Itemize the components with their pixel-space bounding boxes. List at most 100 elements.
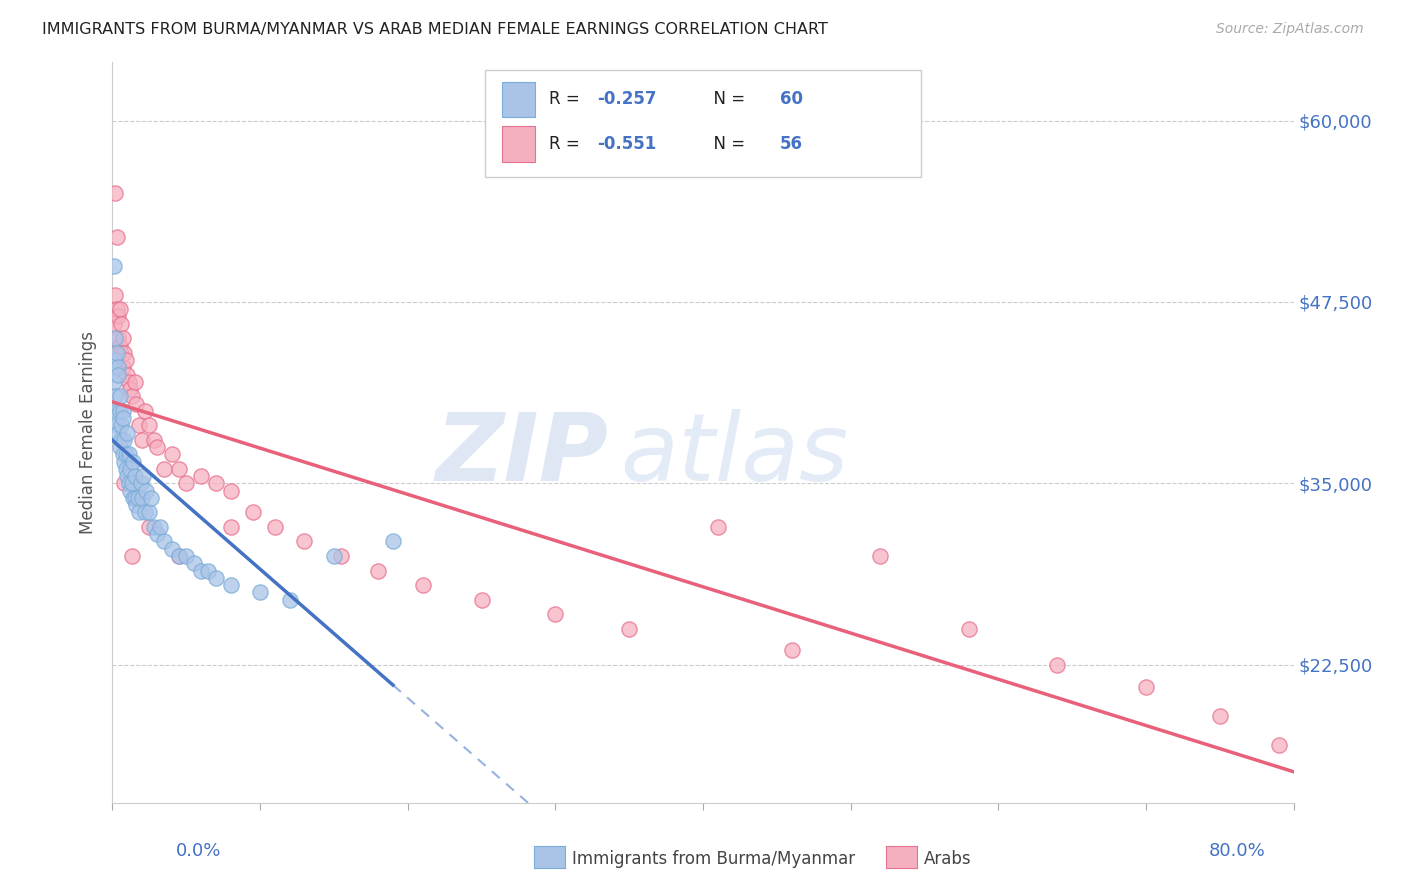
Point <box>174 476 197 491</box>
Point <box>242 506 264 520</box>
FancyBboxPatch shape <box>502 82 536 117</box>
Point <box>110 418 132 433</box>
Point <box>112 455 135 469</box>
Point <box>160 447 183 461</box>
Point <box>117 425 138 440</box>
Point <box>112 476 135 491</box>
Text: -0.257: -0.257 <box>596 90 657 109</box>
Point <box>167 549 190 563</box>
Point <box>219 483 242 498</box>
Point <box>105 229 128 244</box>
Point <box>411 578 433 592</box>
Point <box>120 462 142 476</box>
Point <box>107 368 129 382</box>
Point <box>108 389 131 403</box>
Point <box>124 491 146 505</box>
Point <box>1135 680 1157 694</box>
Point <box>146 440 169 454</box>
Point <box>105 302 128 317</box>
Point <box>330 549 353 563</box>
Point <box>117 368 138 382</box>
Point <box>382 534 405 549</box>
Y-axis label: Median Female Earnings: Median Female Earnings <box>79 331 97 534</box>
Point <box>153 462 176 476</box>
Text: 56: 56 <box>780 135 803 153</box>
Point <box>110 317 132 331</box>
Point <box>122 455 145 469</box>
Point <box>118 447 141 461</box>
Point <box>957 622 980 636</box>
Point <box>114 462 136 476</box>
Point <box>619 622 641 636</box>
Point <box>121 549 143 563</box>
Point <box>112 433 135 447</box>
Point <box>127 491 149 505</box>
Text: R =: R = <box>550 90 585 109</box>
Point <box>131 491 153 505</box>
Point <box>132 469 155 483</box>
Point <box>121 389 143 403</box>
Point <box>183 556 205 570</box>
Point <box>108 338 131 352</box>
Point <box>149 520 172 534</box>
Point <box>110 433 132 447</box>
Text: N =: N = <box>703 90 751 109</box>
Point <box>124 375 146 389</box>
Point <box>111 331 134 345</box>
Text: N =: N = <box>703 135 751 153</box>
Point <box>108 440 131 454</box>
Point <box>174 549 197 563</box>
Text: Immigrants from Burma/Myanmar: Immigrants from Burma/Myanmar <box>572 850 855 868</box>
Point <box>105 404 128 418</box>
Point <box>470 592 494 607</box>
Point <box>264 520 287 534</box>
Point <box>120 382 142 396</box>
Point <box>104 389 127 403</box>
Point <box>1046 657 1069 672</box>
Point <box>544 607 567 621</box>
Point <box>278 592 301 607</box>
Point <box>128 418 150 433</box>
Point <box>160 541 183 556</box>
Point <box>153 534 176 549</box>
Text: 0.0%: 0.0% <box>176 842 221 860</box>
Point <box>128 506 150 520</box>
Point <box>135 483 157 498</box>
Point <box>142 520 165 534</box>
Point <box>110 345 132 359</box>
Point <box>111 447 134 461</box>
Point <box>219 578 242 592</box>
Point <box>105 418 128 433</box>
Point <box>124 469 146 483</box>
Point <box>167 549 190 563</box>
Text: ZIP: ZIP <box>436 409 609 500</box>
Point <box>103 375 125 389</box>
Point <box>869 549 891 563</box>
Point <box>139 491 162 505</box>
Point <box>125 396 148 410</box>
Point <box>118 375 141 389</box>
Point <box>323 549 346 563</box>
Point <box>134 404 156 418</box>
Point <box>104 186 127 200</box>
Point <box>107 425 129 440</box>
Point <box>205 571 228 585</box>
Point <box>114 447 136 461</box>
Text: R =: R = <box>550 135 585 153</box>
Point <box>190 564 212 578</box>
Point <box>125 498 148 512</box>
Point <box>138 520 160 534</box>
Point <box>104 353 127 368</box>
Text: Arabs: Arabs <box>924 850 972 868</box>
Point <box>117 469 138 483</box>
Point <box>1268 738 1291 752</box>
Point <box>112 345 135 359</box>
Point <box>146 527 169 541</box>
Point <box>107 331 129 345</box>
Point <box>104 331 127 345</box>
Point <box>108 404 131 418</box>
Point <box>134 506 156 520</box>
Text: 60: 60 <box>780 90 803 109</box>
Point <box>197 564 219 578</box>
FancyBboxPatch shape <box>485 70 921 178</box>
